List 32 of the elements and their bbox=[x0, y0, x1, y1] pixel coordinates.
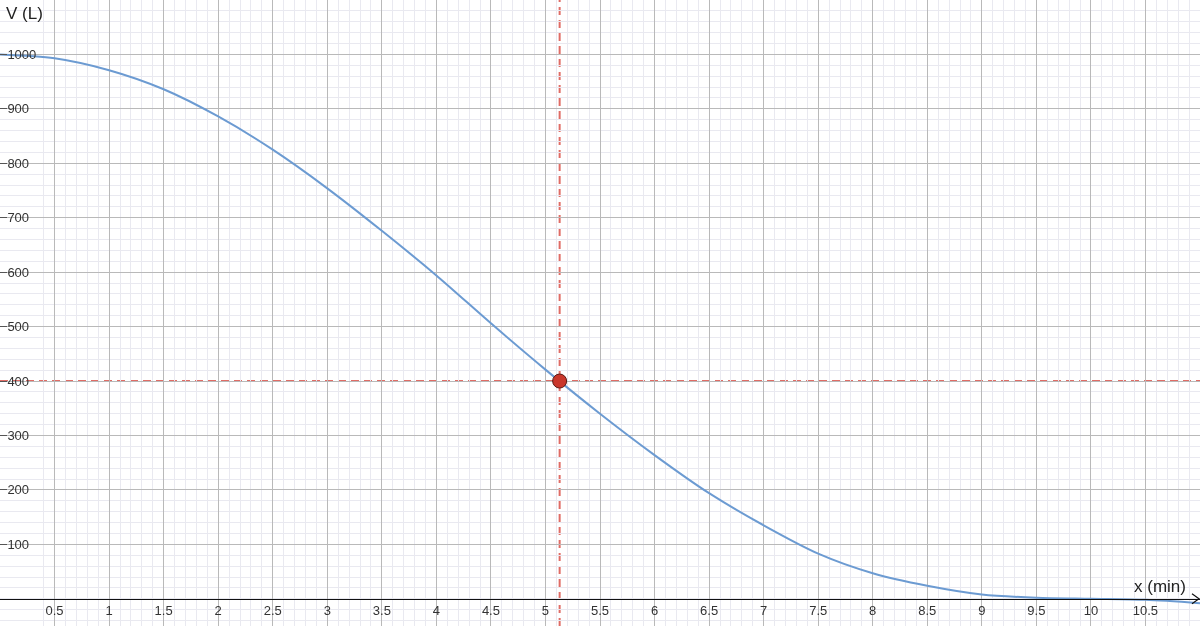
x-tick-label: 2 bbox=[214, 603, 222, 619]
x-tick-label: 6 bbox=[650, 603, 659, 619]
x-tick-label: 10 bbox=[1083, 603, 1099, 619]
y-tick-label: 600 bbox=[7, 264, 30, 280]
x-tick-label: 2.5 bbox=[263, 603, 282, 619]
x-tick-label: 10.5 bbox=[1132, 603, 1159, 619]
x-tick-label: 7 bbox=[760, 603, 768, 619]
x-tick-label: 8 bbox=[869, 603, 877, 619]
x-tick-label: 9.5 bbox=[1027, 603, 1046, 619]
x-axis-title: x (min) bbox=[1134, 577, 1186, 596]
y-tick-label: 400 bbox=[7, 373, 30, 389]
x-tick-label: 4 bbox=[432, 603, 440, 619]
x-tick-label: 7.5 bbox=[809, 603, 828, 619]
y-tick-label: 500 bbox=[7, 319, 30, 335]
y-axis-title: V (L) bbox=[6, 4, 43, 23]
x-tick-label: 0.5 bbox=[45, 603, 64, 619]
x-tick-label: 1 bbox=[105, 603, 113, 619]
y-tick-label: 100 bbox=[7, 536, 30, 552]
x-tick-label: 4.5 bbox=[481, 603, 500, 619]
y-tick-label: 200 bbox=[7, 482, 30, 498]
y-tick-label: 300 bbox=[7, 428, 30, 444]
x-tick-label: 3 bbox=[323, 603, 331, 619]
y-tick-label: 700 bbox=[7, 210, 30, 226]
x-tick-label: 3.5 bbox=[372, 603, 391, 619]
x-tick-label: 1.5 bbox=[154, 603, 173, 619]
x-tick-label: 8.5 bbox=[918, 603, 937, 619]
x-tick-label: 5.5 bbox=[590, 603, 610, 619]
x-tick-label: 9 bbox=[978, 603, 986, 619]
x-tick-label: 5 bbox=[541, 603, 550, 619]
y-tick-label: 800 bbox=[7, 155, 30, 171]
y-tick-label: 900 bbox=[7, 101, 30, 117]
x-tick-label: 6.5 bbox=[700, 603, 719, 619]
